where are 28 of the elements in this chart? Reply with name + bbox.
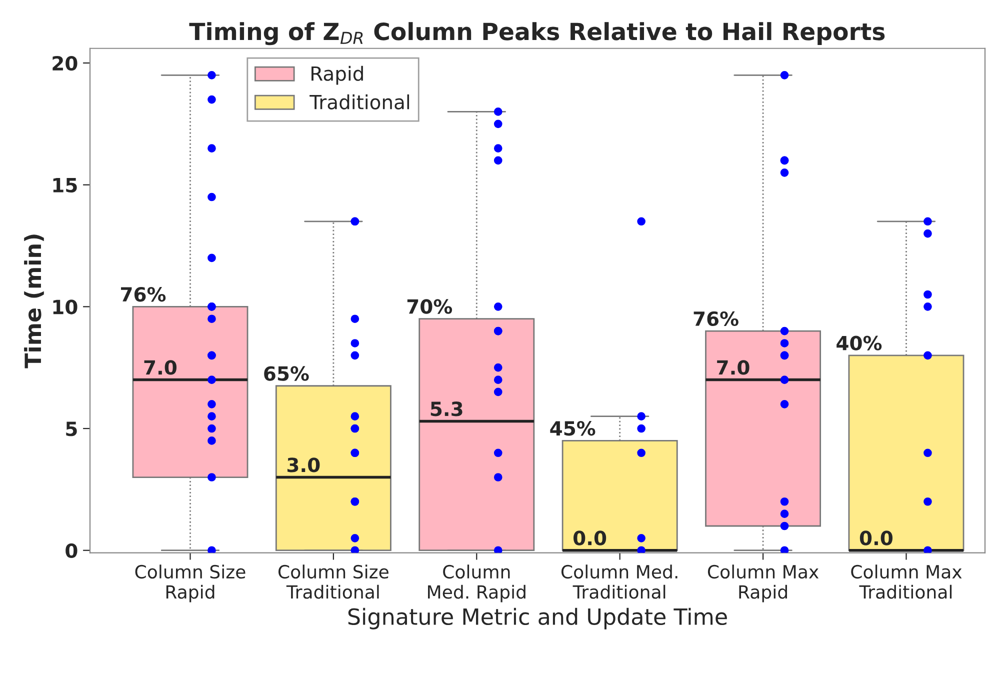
- y-tick-label: 10: [53, 300, 78, 314]
- annotation: 7.0: [717, 360, 750, 375]
- annotation: 76%: [121, 286, 166, 302]
- annotation: 70%: [407, 299, 452, 314]
- annotation: 5.3: [430, 402, 462, 416]
- x-tick-label: Column Size Traditional: [278, 564, 388, 599]
- annotation: 3.0: [287, 458, 320, 472]
- x-tick-label: Column Max Traditional: [851, 564, 962, 599]
- annotation: 40%: [836, 336, 882, 350]
- annotation: 65%: [264, 366, 309, 381]
- annotation: 7.0: [144, 360, 176, 375]
- x-tick-label: Column Size Rapid: [135, 564, 246, 602]
- x-tick-label: Column Med. Rapid: [428, 564, 526, 602]
- x-axis-title: Signature Metric and Update Time: [348, 608, 727, 630]
- chart-title: Timing of Z$_{DR}$ Column Peaks Relative to Hail Reports: [189, 22, 885, 46]
- x-tick-label: Column Max Rapid: [708, 564, 819, 602]
- annotation: 0.0: [860, 530, 892, 546]
- x-tick-label: Column Med. Traditional: [561, 564, 678, 599]
- legend-label: Traditional: [310, 94, 410, 110]
- annotation: 45%: [550, 421, 596, 436]
- annotation: 76%: [694, 311, 738, 326]
- y-tick-label: 20: [52, 56, 78, 71]
- y-tick-label: 15: [53, 178, 77, 192]
- legend-label: Rapid: [312, 66, 363, 85]
- y-tick-label: 5: [66, 422, 77, 436]
- annotation: 0.0: [574, 530, 606, 546]
- y-tick-label: 0: [66, 543, 78, 558]
- y-axis-title: Time (min): [24, 234, 44, 368]
